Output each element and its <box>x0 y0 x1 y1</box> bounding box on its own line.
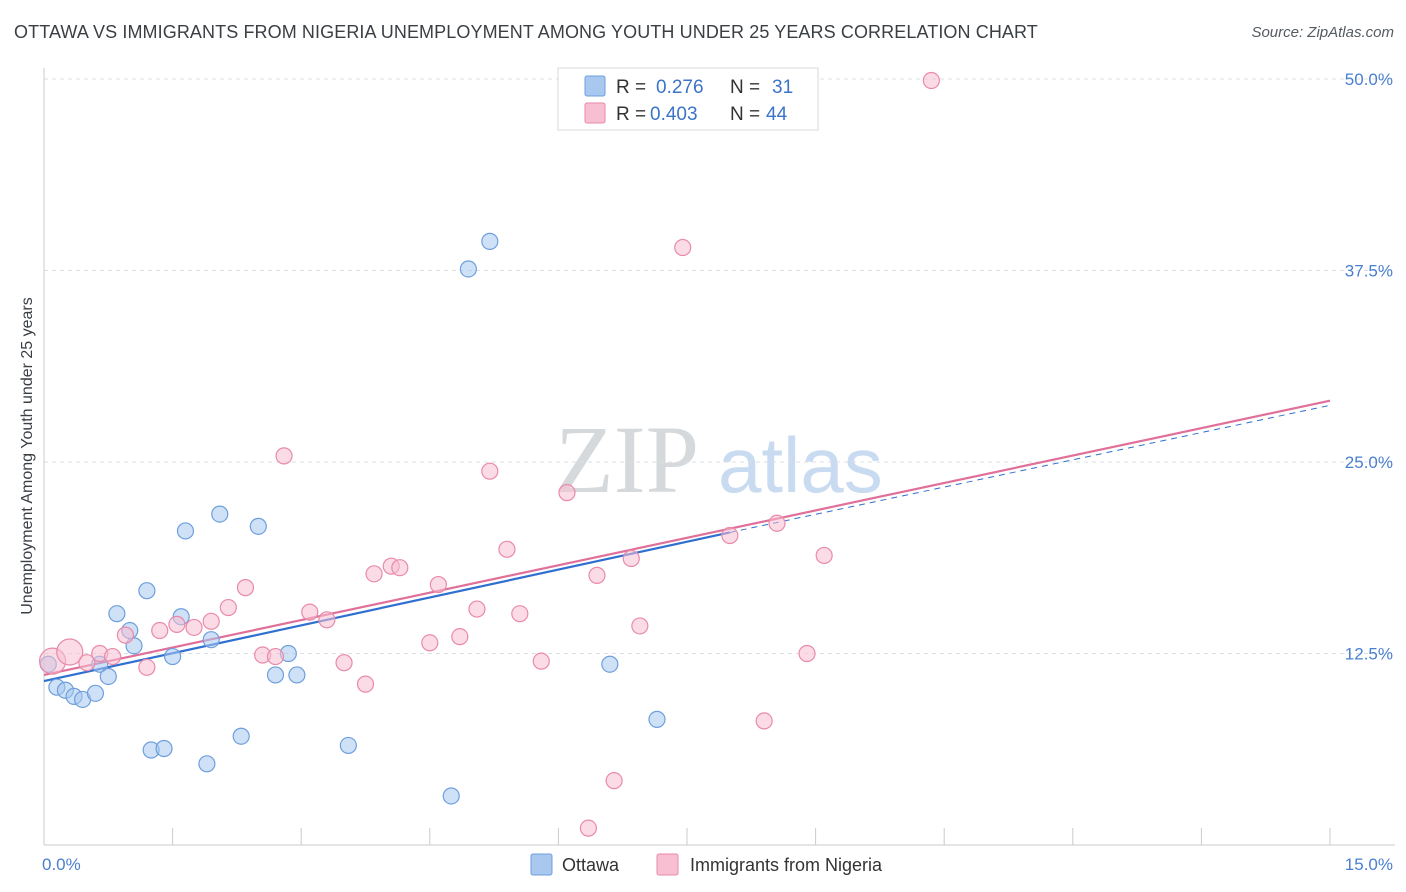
ottawa-point[interactable] <box>108 605 126 623</box>
nigeria-point[interactable] <box>605 772 623 790</box>
legend-n-value-nigeria: 44 <box>766 104 788 125</box>
y-tick-label: 12.5% <box>1345 645 1393 664</box>
nigeria-point[interactable] <box>755 712 773 730</box>
ottawa-point[interactable] <box>648 710 666 728</box>
ottawa-point[interactable] <box>202 631 220 649</box>
nigeria-point[interactable] <box>365 565 383 583</box>
ottawa-point[interactable] <box>339 736 357 755</box>
nigeria-point[interactable] <box>356 675 375 693</box>
legend-r-label-ottawa: R = <box>616 77 646 98</box>
legend-n-label-nigeria: N = <box>730 104 760 125</box>
nigeria-point[interactable] <box>498 540 516 558</box>
ottawa-point[interactable] <box>288 666 306 684</box>
x-tick-label-min: 0.0% <box>42 855 81 874</box>
legend-r-value-nigeria: 0.403 <box>650 104 698 125</box>
nigeria-point[interactable] <box>558 484 576 502</box>
legend-r-value-ottawa: 0.276 <box>656 77 704 98</box>
y-tick-label: 50.0% <box>1345 70 1393 89</box>
nigeria-point[interactable] <box>151 621 169 640</box>
tick-labels: 12.5% 25.0% 37.5% 50.0% 0.0% 15.0% <box>42 70 1393 874</box>
gridlines <box>44 78 1395 654</box>
bottom-legend-label-ottawa[interactable]: Ottawa <box>562 855 620 875</box>
nigeria-point[interactable] <box>318 611 336 629</box>
ottawa-point[interactable] <box>481 232 499 250</box>
correlation-legend: R = 0.276 N = 31 R = 0.403 N = 44 <box>557 67 819 131</box>
ottawa-point[interactable] <box>198 755 216 773</box>
legend-n-label-ottawa: N = <box>730 77 760 98</box>
ottawa-point[interactable] <box>442 787 460 805</box>
axes <box>43 68 1395 846</box>
source-credit[interactable]: Source: ZipAtlas.com <box>1251 24 1394 41</box>
nigeria-point[interactable] <box>219 598 237 617</box>
nigeria-point[interactable] <box>579 819 598 837</box>
nigeria-point[interactable] <box>451 628 469 646</box>
nigeria-point[interactable] <box>721 526 739 545</box>
bottom-legend-swatch-nigeria[interactable] <box>656 853 679 876</box>
nigeria-point[interactable] <box>202 612 220 630</box>
y-tick-label: 25.0% <box>1345 453 1393 472</box>
x-tick-label-max: 15.0% <box>1345 855 1393 874</box>
ottawa-point[interactable] <box>459 260 477 278</box>
nigeria-point[interactable] <box>674 238 692 257</box>
nigeria-point[interactable] <box>335 654 353 672</box>
nigeria-point[interactable] <box>391 559 409 577</box>
nigeria-point[interactable] <box>138 658 156 676</box>
ottawa-point[interactable] <box>99 667 117 686</box>
ottawa-point[interactable] <box>249 517 267 535</box>
nigeria-point[interactable] <box>168 615 186 633</box>
nigeria-point[interactable] <box>236 579 255 597</box>
nigeria-point[interactable] <box>922 71 940 90</box>
nigeria-point[interactable] <box>56 638 84 666</box>
nigeria-point[interactable] <box>429 575 447 594</box>
legend-swatch-nigeria <box>584 102 606 124</box>
nigeria-point[interactable] <box>798 644 816 663</box>
ottawa-trend-line <box>43 531 731 683</box>
nigeria-point[interactable] <box>185 618 203 637</box>
nigeria-point[interactable] <box>468 600 486 618</box>
ottawa-point[interactable] <box>211 505 229 523</box>
data-points <box>38 71 940 837</box>
chart-title: OTTAWA VS IMMIGRANTS FROM NIGERIA UNEMPL… <box>14 22 1038 42</box>
nigeria-point[interactable] <box>622 549 640 568</box>
nigeria-point[interactable] <box>631 617 649 635</box>
ottawa-trend-extension <box>729 404 1331 533</box>
ottawa-point[interactable] <box>176 522 195 540</box>
nigeria-point[interactable] <box>78 654 96 672</box>
nigeria-point[interactable] <box>116 626 135 644</box>
nigeria-point[interactable] <box>421 634 439 652</box>
nigeria-point[interactable] <box>768 514 786 532</box>
y-tick-label: 37.5% <box>1345 262 1393 281</box>
nigeria-point[interactable] <box>275 447 293 465</box>
ottawa-point[interactable] <box>266 666 285 684</box>
nigeria-point[interactable] <box>301 603 319 621</box>
ottawa-point[interactable] <box>164 647 182 666</box>
ottawa-point[interactable] <box>601 655 619 673</box>
bottom-legend-label-nigeria[interactable]: Immigrants from Nigeria <box>690 855 883 875</box>
nigeria-trend-line <box>43 399 1331 677</box>
nigeria-point[interactable] <box>511 605 529 623</box>
watermark-atlas: atlas <box>718 421 883 509</box>
ottawa-point[interactable] <box>155 739 173 758</box>
watermark-zip: ZIP <box>555 406 699 513</box>
series-legend: Ottawa Immigrants from Nigeria <box>530 853 883 876</box>
legend-n-value-ottawa: 31 <box>772 77 793 98</box>
nigeria-point[interactable] <box>266 647 285 666</box>
nigeria-point[interactable] <box>588 566 606 584</box>
nigeria-point[interactable] <box>815 546 833 565</box>
nigeria-point[interactable] <box>103 647 122 666</box>
ottawa-point[interactable] <box>86 684 105 702</box>
trend-lines <box>43 399 1331 683</box>
nigeria-point[interactable] <box>532 652 550 670</box>
ottawa-point[interactable] <box>138 582 156 600</box>
legend-r-label-nigeria: R = <box>616 104 646 125</box>
ottawa-point[interactable] <box>232 727 250 745</box>
bottom-legend-swatch-ottawa[interactable] <box>530 853 553 876</box>
nigeria-point[interactable] <box>481 462 499 480</box>
legend-swatch-ottawa <box>584 75 606 97</box>
